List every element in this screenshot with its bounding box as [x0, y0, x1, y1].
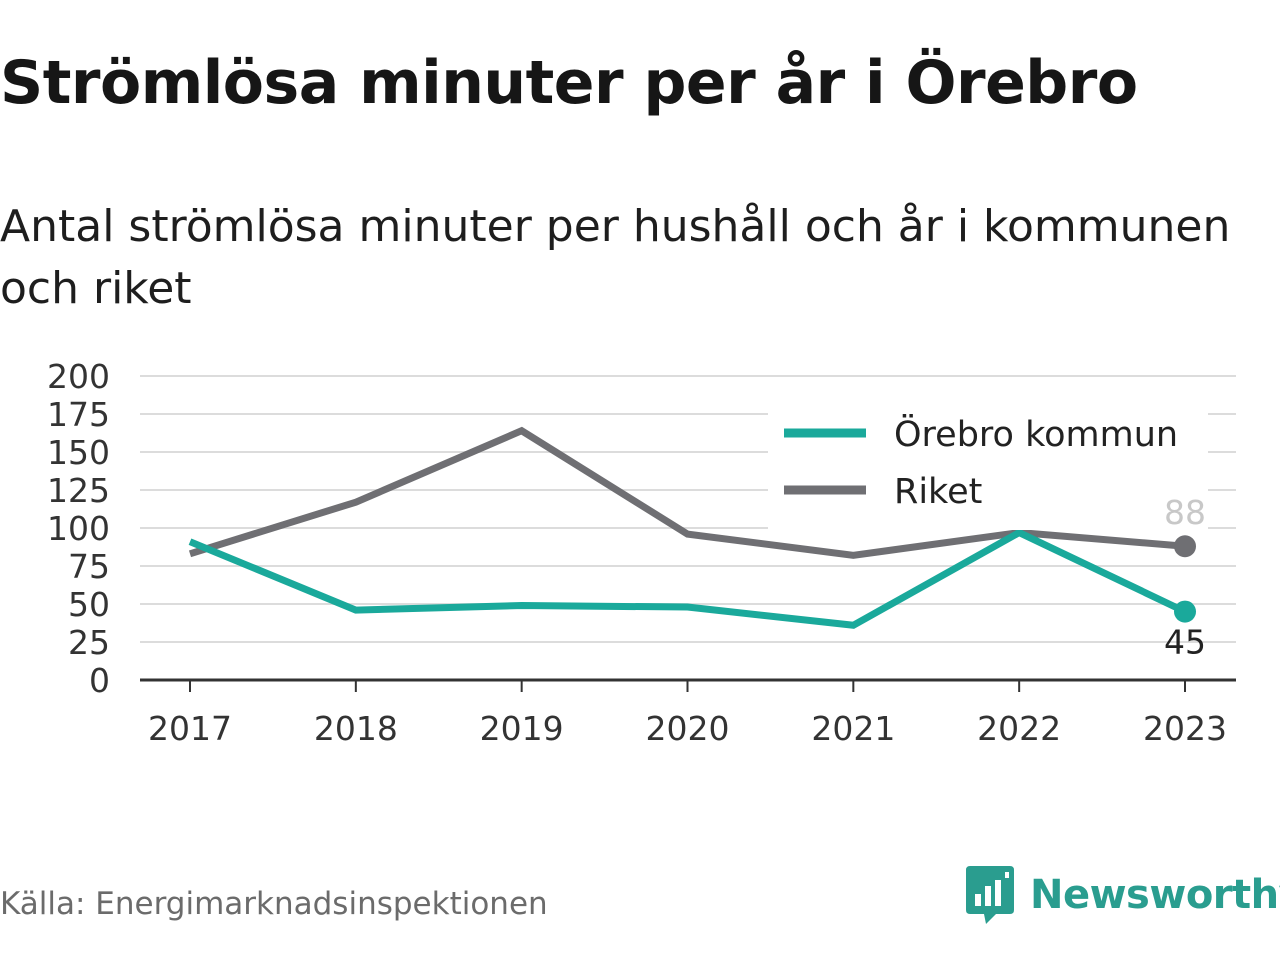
y-tick-label: 25 [68, 623, 110, 662]
end-point [1174, 600, 1196, 623]
end-point [1174, 535, 1196, 558]
brand-name: Newsworthy [1030, 872, 1280, 918]
end-value-label: 45 [1164, 623, 1206, 662]
y-tick-label: 100 [47, 509, 110, 548]
series-lines [188, 426, 1196, 629]
chart-title: Strömlösa minuter per år i Örebro [0, 48, 1138, 118]
brand-logo: Newsworthy [964, 864, 1280, 926]
bar-chart-speech-bubble-icon [966, 866, 1014, 924]
x-tick-label: 2021 [811, 709, 895, 748]
legend: Örebro kommun Riket [768, 410, 1208, 530]
y-tick-label: 50 [68, 585, 110, 624]
legend-label: Riket [894, 472, 982, 512]
series-line [188, 528, 1187, 629]
legend-label: Örebro kommun [894, 413, 1178, 455]
y-tick-label: 150 [47, 433, 110, 472]
end-value-label: 88 [1164, 493, 1206, 532]
y-tick-label: 0 [89, 661, 110, 700]
source-note: Källa: Energimarknadsinspektionen [0, 886, 548, 922]
x-tick-label: 2023 [1143, 709, 1227, 748]
y-tick-label: 75 [68, 547, 110, 586]
x-axis-ticks: 2017 2018 2019 2020 2021 2022 2023 [148, 680, 1227, 748]
x-tick-label: 2018 [314, 709, 398, 748]
x-tick-label: 2019 [480, 709, 564, 748]
x-tick-label: 2022 [977, 709, 1061, 748]
y-tick-label: 125 [47, 471, 110, 510]
end-labels: 45 88 [1164, 493, 1206, 661]
chart-subtitle: Antal strömlösa minuter per hushåll och … [0, 201, 1231, 314]
y-tick-label: 200 [47, 357, 110, 396]
y-tick-label: 175 [47, 395, 110, 434]
x-tick-label: 2017 [148, 709, 232, 748]
x-tick-label: 2020 [646, 709, 730, 748]
